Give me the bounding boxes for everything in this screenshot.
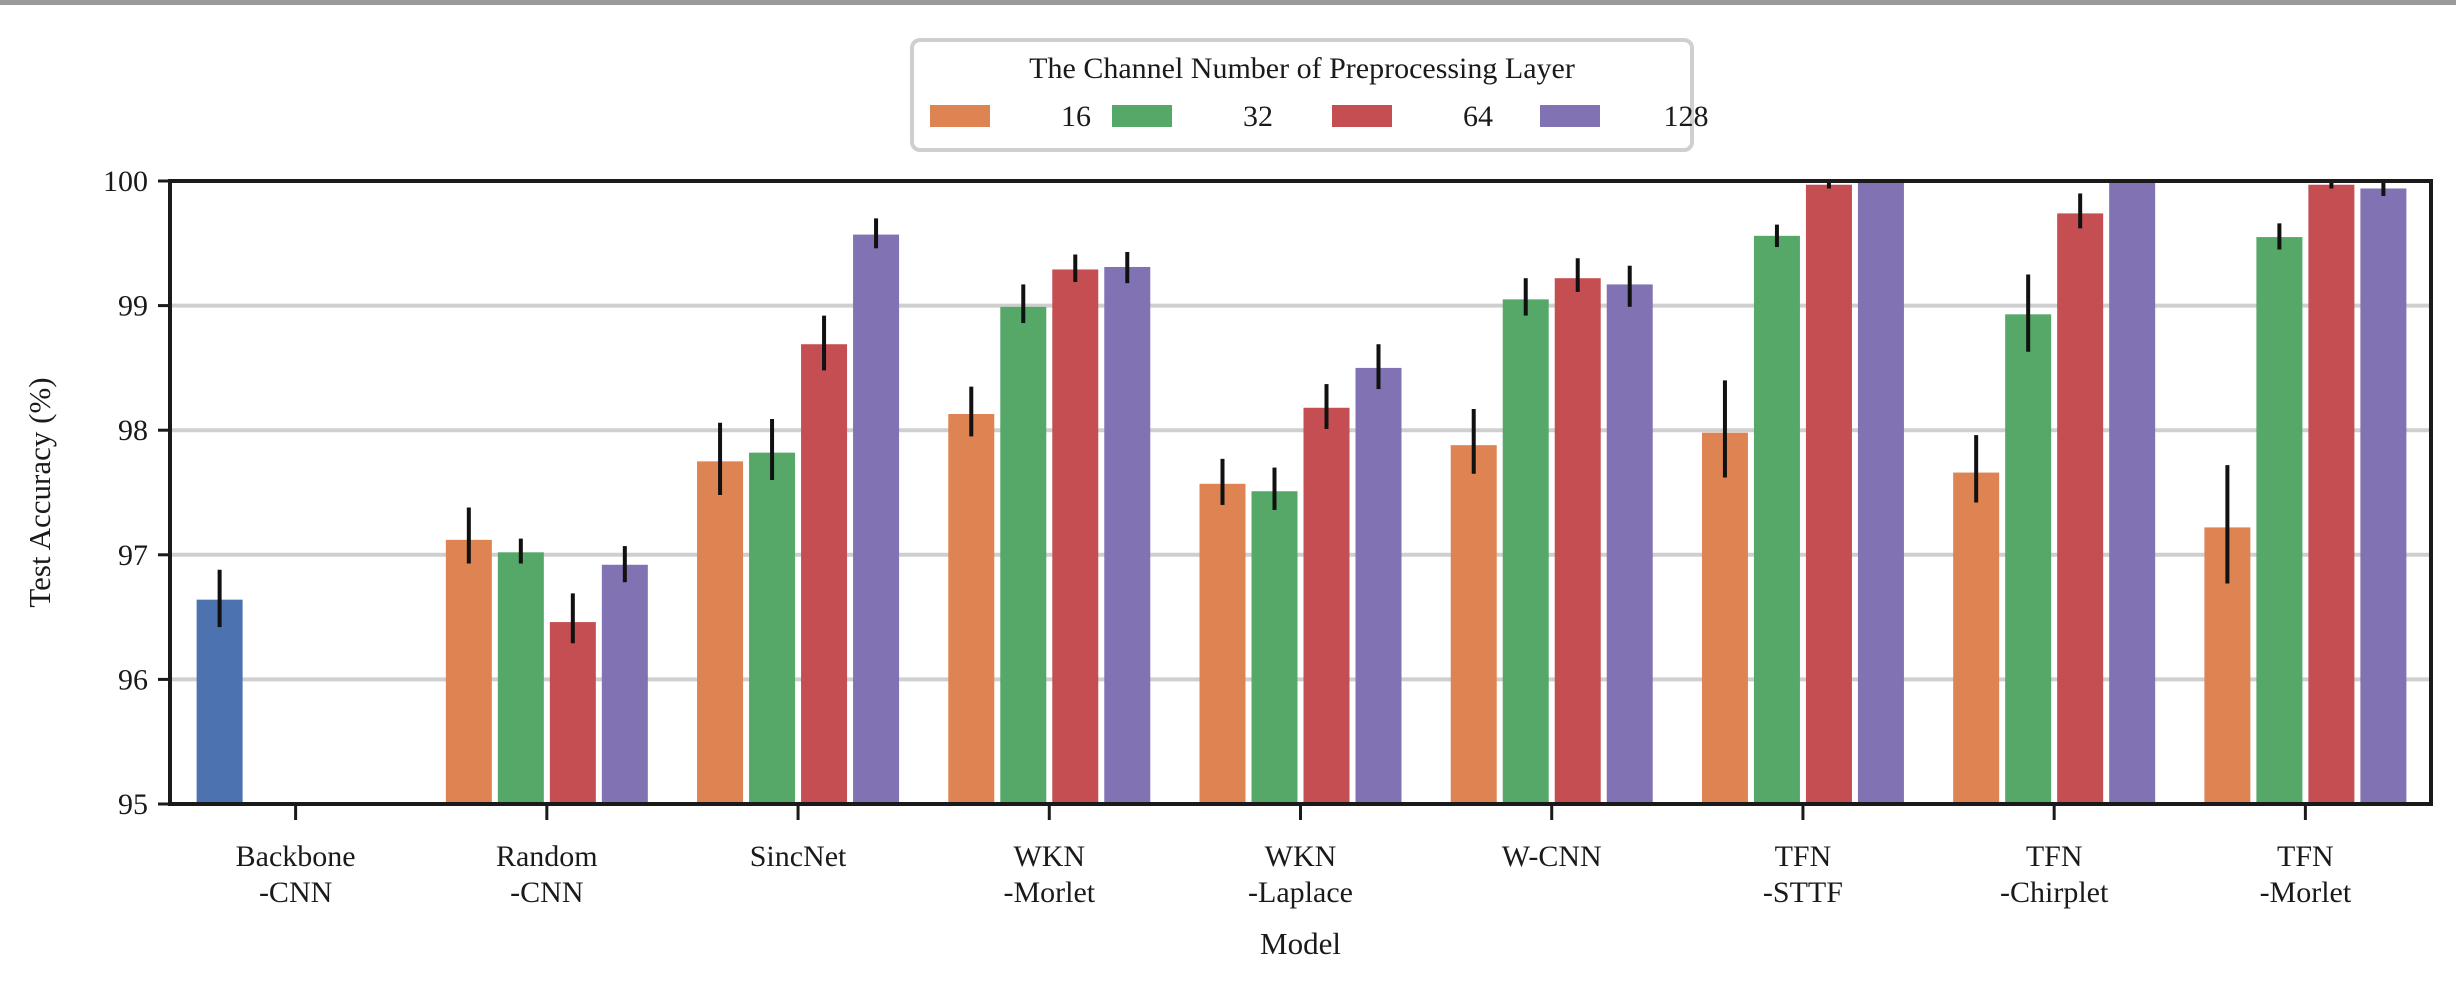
bar-32 [1000,306,1047,804]
x-tick-label: -Laplace [1248,876,1353,909]
bar-32 [1502,299,1549,804]
y-tick-label: 98 [118,414,148,447]
y-tick-label: 95 [118,788,148,821]
x-tick-label: -Morlet [2260,876,2352,909]
x-tick-label: -Chirplet [2000,876,2109,909]
bar-64 [1805,184,1852,804]
bar-64 [2057,213,2104,804]
bar-128 [601,564,648,804]
bar-128 [1355,367,1402,804]
bar-128 [853,234,900,804]
x-tick-label: Backbone [236,840,356,873]
bar-baseline [196,599,243,804]
y-tick-label: 96 [118,663,148,696]
bar-32 [1753,235,1800,805]
bar-128 [1857,182,1904,805]
bar-128 [1104,266,1151,804]
bar-64 [801,344,848,804]
legend-swatch-16 [930,105,990,127]
x-tick-label: TFN [1775,840,1832,873]
x-tick-label: WKN [1265,840,1337,873]
bar-128 [2360,188,2407,804]
bar-16 [1450,445,1497,804]
bar-64 [1554,278,1601,804]
y-axis-label: Test Accuracy (%) [22,377,57,607]
legend-label-128: 128 [1664,100,1709,133]
x-tick-label: TFN [2277,840,2334,873]
bar-32 [497,552,544,804]
legend-label-32: 32 [1243,100,1273,133]
x-tick-label: WKN [1013,840,1085,873]
bar-64 [2308,184,2355,804]
bar-32 [2256,237,2303,804]
bar-16 [697,461,744,804]
x-tick-label: SincNet [750,840,847,873]
y-tick-label: 100 [103,165,148,198]
x-tick-label: -CNN [259,876,332,909]
legend-label-16: 16 [1061,100,1091,133]
legend-title: The Channel Number of Preprocessing Laye… [1029,52,1575,85]
x-tick-label: Random [496,840,598,873]
bar-32 [2005,314,2052,804]
bar-16 [1701,432,1748,804]
bar-16 [1199,483,1246,804]
x-tick-label: -CNN [510,876,583,909]
x-tick-label: -Morlet [1003,876,1095,909]
bar-64 [1303,407,1350,804]
legend-label-64: 64 [1463,100,1493,133]
bar-128 [2109,182,2156,805]
legend-box [910,38,1694,152]
y-tick-label: 97 [118,539,148,572]
x-tick-label: TFN [2026,840,2083,873]
bar-16 [948,414,995,804]
x-tick-label: W-CNN [1502,840,1602,873]
bar-32 [1251,491,1298,804]
legend-swatch-128 [1540,105,1600,127]
x-tick-label: -STTF [1763,876,1843,909]
x-axis-label: Model [1260,926,1341,961]
bar-64 [1052,269,1099,804]
bar-32 [749,452,796,804]
bar-16 [1953,472,2000,804]
legend-swatch-64 [1332,105,1392,127]
top-border [0,0,2456,5]
bar-16 [445,539,492,804]
bar-64 [549,622,596,804]
bar-128 [1606,284,1653,805]
legend-swatch-32 [1112,105,1172,127]
y-tick-label: 99 [118,290,148,323]
